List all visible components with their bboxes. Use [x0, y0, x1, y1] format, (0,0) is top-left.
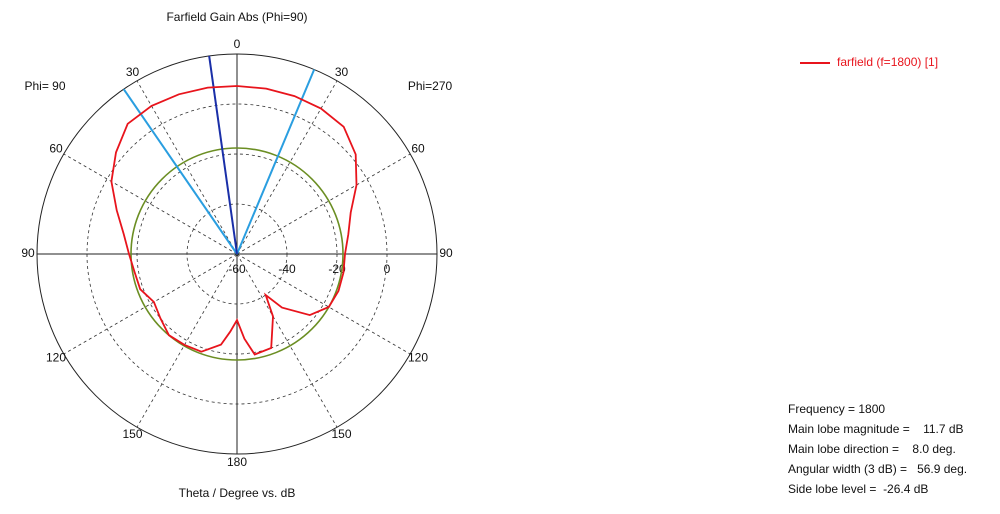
angle-tick-label: 30: [126, 65, 140, 79]
info-line: Angular width (3 dB) = 56.9 deg.: [788, 462, 967, 476]
right-label: Phi=270: [408, 79, 453, 93]
angle-tick-label: 0: [234, 37, 241, 51]
angle-tick-label: 150: [122, 427, 142, 441]
chart-title: Farfield Gain Abs (Phi=90): [166, 10, 307, 24]
angle-tick-label: 60: [411, 142, 425, 156]
info-line: Frequency = 1800: [788, 402, 885, 416]
angle-tick-label: 90: [21, 246, 35, 260]
r-tick-label: 0: [384, 262, 391, 276]
angle-tick-label: 30: [335, 65, 349, 79]
main-lobe-line: [208, 55, 238, 255]
angle-tick-label: 90: [439, 246, 453, 260]
info-line: Main lobe magnitude = 11.7 dB: [788, 422, 964, 436]
angle-tick-label: 150: [331, 427, 351, 441]
info-line: Side lobe level = -26.4 dB: [788, 482, 928, 496]
angle-tick-label: 120: [408, 351, 428, 365]
angle-tick-label: 60: [49, 142, 63, 156]
threshold-circle: [130, 147, 344, 361]
series-line: [110, 85, 358, 356]
angle-tick-label: 120: [46, 351, 66, 365]
left-label: Phi= 90: [24, 79, 65, 93]
beam-edge-line: [122, 88, 238, 255]
x-axis-label: Theta / Degree vs. dB: [179, 486, 296, 500]
legend-label: farfield (f=1800) [1]: [837, 55, 938, 69]
info-line: Main lobe direction = 8.0 deg.: [788, 442, 956, 456]
angle-tick-label: 180: [227, 455, 247, 469]
r-tick-label: -40: [278, 262, 296, 276]
